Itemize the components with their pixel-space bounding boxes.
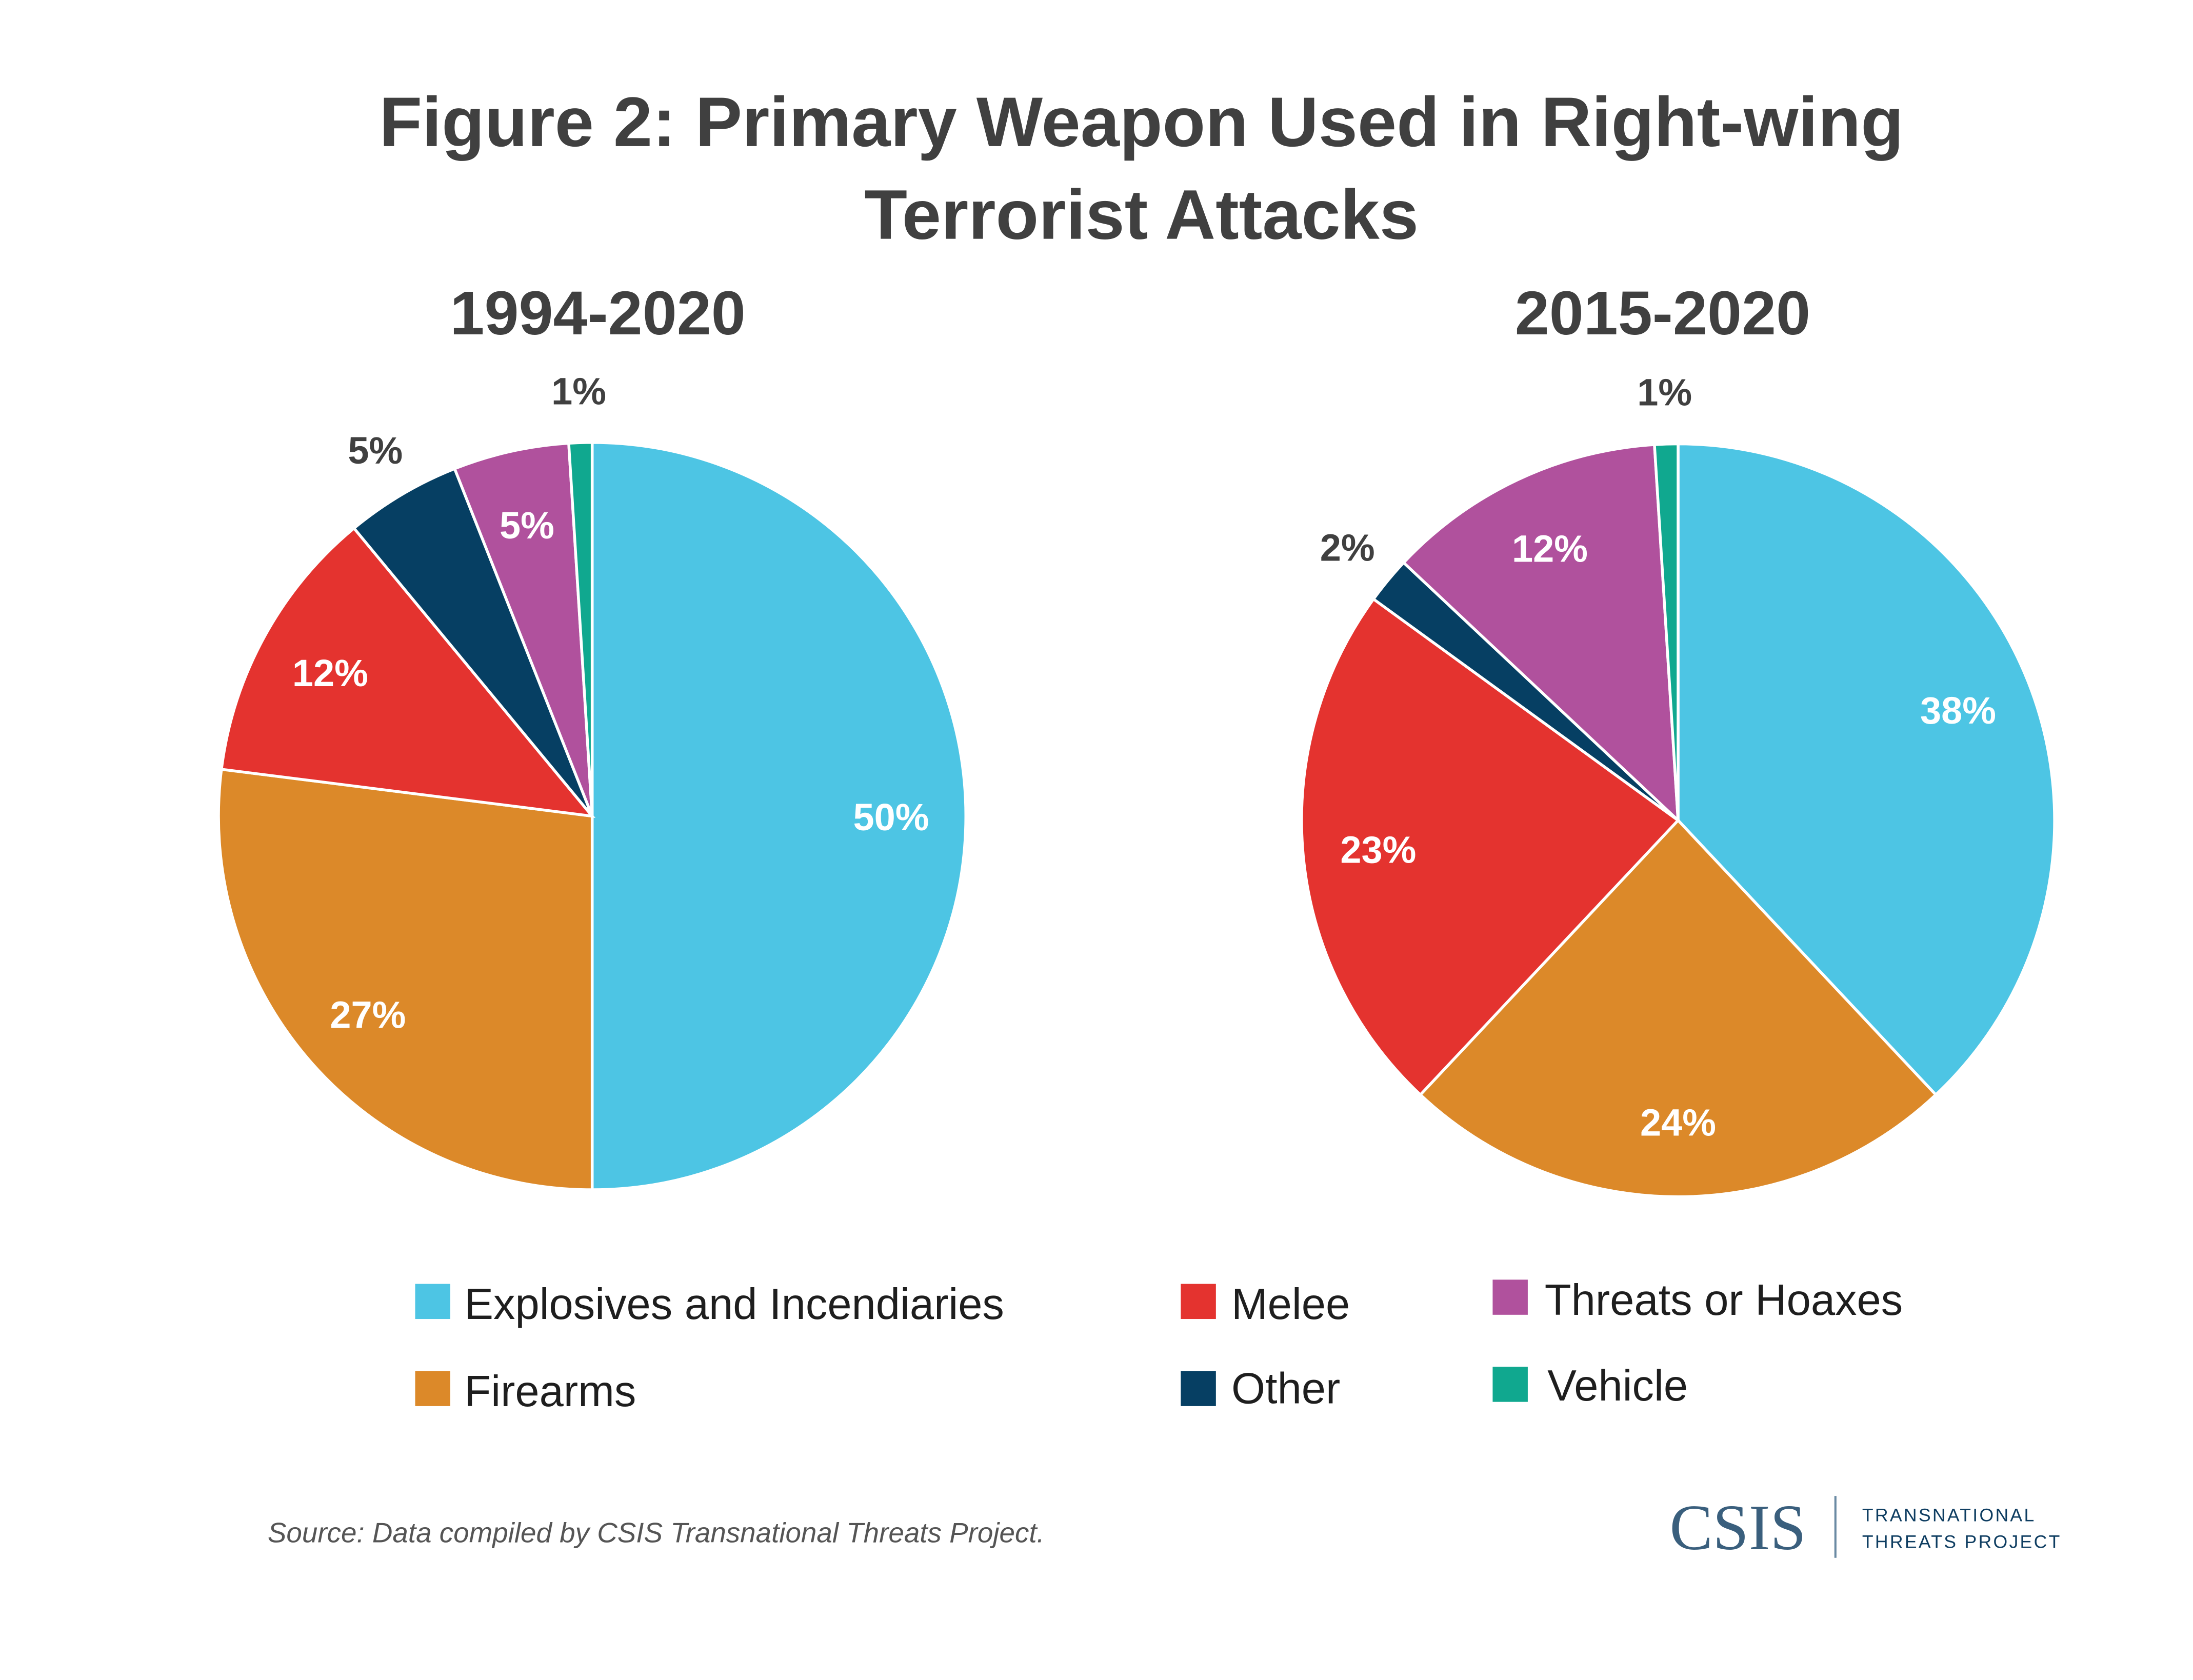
pie-title-1994-2020: 1994-2020 [450,278,745,348]
pie-slice-threats-or-hoaxes [452,442,594,817]
legend-swatch-melee [1181,1284,1216,1319]
chart-title-line2: Terrorist Attacks [864,176,1419,254]
legend-swatch-firearms [415,1371,450,1406]
pie-data-label: 5% [500,504,554,547]
legend-swatch-threats [1492,1279,1528,1315]
pie-data-label: 38% [1920,689,1996,732]
logo-csis-text: CSIS [1670,1492,1806,1564]
pie-data-label: 23% [1340,828,1416,871]
csis-logo: CSIS TRANSNATIONAL THREATS PROJECT [1670,1492,2062,1564]
legend-label-melee: Melee [1231,1279,1350,1328]
pie-slice-explosives-and-incendiaries [590,441,967,1191]
pie-data-label: 27% [330,993,406,1036]
pie-slice-firearms [217,768,594,1191]
source-note: Source: Data compiled by CSIS Transnatio… [268,1517,1045,1549]
legend-label-other: Other [1231,1364,1340,1412]
legend-label-explosives: Explosives and Incendiaries [464,1279,1004,1328]
pie-slice-threats-or-hoaxes [1401,443,1680,824]
pie-slice-explosives-and-incendiaries [1677,442,2056,1097]
chart-title-line1: Figure 2: Primary Weapon Used in Right-w… [379,83,1903,162]
pie-slice-vehicle [1652,442,1680,821]
pie-data-label: 2% [1320,527,1375,569]
legend-label-vehicle: Vehicle [1547,1361,1688,1410]
pie-data-label: 5% [348,429,403,472]
legend-label-threats: Threats or Hoaxes [1545,1275,1903,1324]
pie-1994-2020: 50% 27% 12% 5% 5% 1% [217,370,967,1191]
pie-title-2015-2020: 2015-2020 [1515,278,1810,348]
pie-data-label: 12% [292,652,368,694]
legend-swatch-explosives [415,1284,450,1319]
legend-swatch-vehicle [1492,1367,1528,1402]
legend-swatch-other [1181,1371,1216,1406]
pie-data-label: 1% [551,370,606,413]
legend: Explosives and Incendiaries Firearms Mel… [415,1275,1903,1415]
pie-data-label: 50% [853,796,929,838]
logo-line2: THREATS PROJECT [1862,1532,2062,1552]
pie-slice-melee [1300,597,1681,1097]
pie-slice-vehicle [567,441,594,816]
pie-data-label: 12% [1512,528,1588,570]
logo-line1: TRANSNATIONAL [1862,1505,2036,1525]
pie-slice-firearms [1418,818,1938,1198]
pie-data-label: 1% [1637,371,1692,414]
pie-2015-2020: 38% 24% 23% 2% 12% 1% [1300,371,2056,1198]
pie-slice-melee [220,526,596,818]
pie-data-label: 24% [1640,1101,1716,1144]
legend-label-firearms: Firearms [464,1367,636,1415]
pie-slice-other [352,467,594,817]
